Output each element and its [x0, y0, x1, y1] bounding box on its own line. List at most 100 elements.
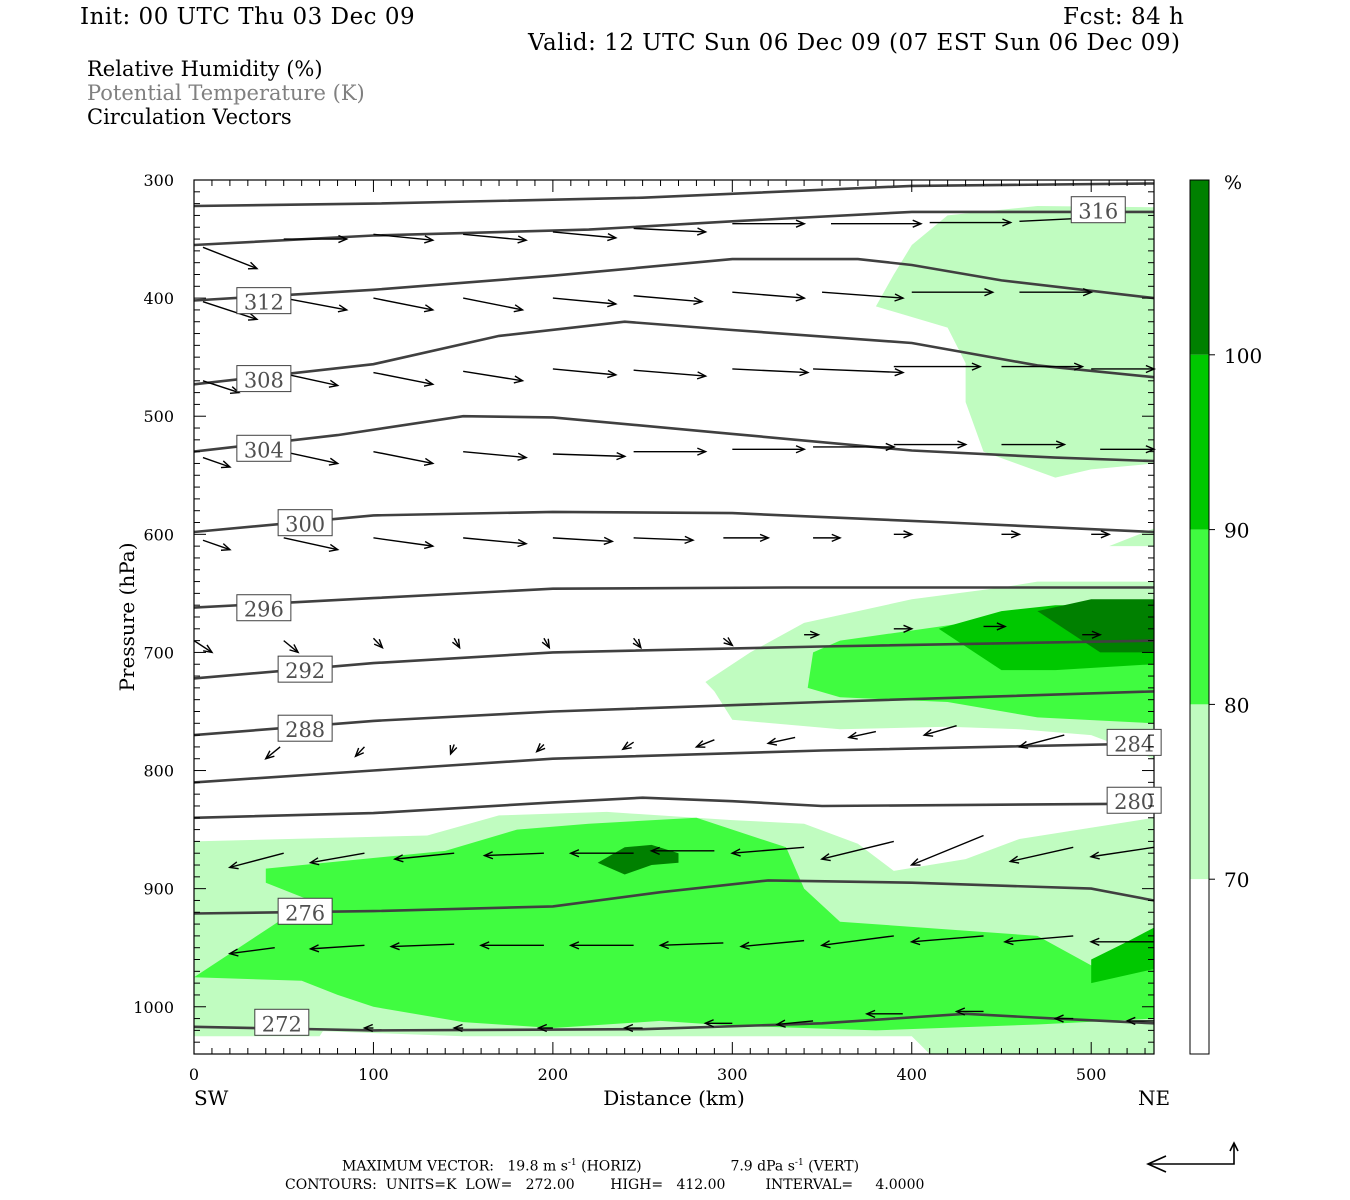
theta-contour-312	[193, 257, 1155, 302]
circulation-vector	[283, 373, 340, 388]
theta-label-box-300	[277, 509, 333, 537]
theta-contour-0	[193, 182, 1155, 208]
circulation-vector	[847, 730, 877, 740]
circulation-vector	[909, 935, 984, 946]
x-tick-label: 400	[896, 1065, 927, 1084]
circulation-vector	[552, 231, 618, 242]
circulation-vector	[463, 233, 528, 244]
circulation-vector	[552, 536, 615, 546]
x-end-label-left: SW	[194, 1086, 229, 1110]
theta-contour-300	[193, 510, 1155, 534]
circulation-vector	[354, 746, 365, 758]
circulation-vector	[658, 940, 724, 950]
theta-contour-308	[193, 320, 1155, 386]
theta-label-300: 300	[285, 513, 325, 537]
circulation-vector	[463, 537, 528, 548]
x-axis-title: Distance (km)	[603, 1086, 745, 1110]
theta-label-box-304	[236, 434, 292, 462]
theta-label-272: 272	[262, 1012, 302, 1036]
rh-shading	[194, 206, 1154, 1054]
theta-contour-284	[193, 742, 1155, 784]
x-end-label-right: NE	[1138, 1086, 1170, 1110]
rh-region-100-8	[1037, 599, 1154, 653]
theta-label-box-280	[1106, 786, 1162, 814]
colorbar-level-80: 80	[1224, 693, 1249, 717]
circulation-vector	[983, 622, 1007, 631]
circulation-vector	[1082, 630, 1103, 639]
circulation-vector	[1019, 288, 1094, 297]
rh-region-70-1	[875, 206, 1154, 478]
colorbar-frame	[1189, 179, 1210, 1055]
circulation-vector	[1001, 530, 1022, 539]
circulation-vector	[633, 369, 708, 380]
circulation-vector	[283, 450, 340, 466]
circulation-vector	[463, 297, 525, 313]
y-tick-label: 800	[143, 762, 174, 781]
x-tick-label: 500	[1076, 1065, 1107, 1084]
valid-time: Valid: 12 UTC Sun 06 Dec 09 (07 EST Sun …	[528, 30, 1181, 56]
circulation-vector	[452, 637, 461, 650]
circulation-vector	[227, 947, 275, 957]
theta-label-276: 276	[285, 901, 325, 925]
axes: 0 100 200 300 400 500 300 400 500 600 700 800 900 100…	[133, 171, 1154, 1084]
theta-label-box-312	[236, 287, 292, 315]
circulation-vector	[633, 295, 704, 306]
colorbar-segment	[1190, 529, 1209, 705]
circulation-vector	[283, 234, 349, 244]
circulation-vector	[775, 1019, 814, 1028]
circulation-vector	[227, 852, 284, 870]
circulation-vector	[820, 935, 894, 949]
circulation-vector	[283, 297, 349, 313]
circulation-vector	[535, 743, 546, 753]
circulation-vector	[820, 840, 894, 862]
theta-contour-280	[193, 796, 1155, 820]
theta-label-box-316	[1070, 196, 1126, 224]
circulation-vector	[308, 944, 365, 953]
y-tick-label: 1000	[133, 998, 174, 1017]
theta-label-284: 284	[1114, 732, 1154, 756]
circulation-vector	[766, 736, 796, 746]
circulation-vector	[632, 637, 642, 650]
circulation-vector	[283, 640, 300, 654]
circulation-vector	[1003, 935, 1074, 946]
colorbar-segment	[1190, 704, 1209, 880]
circulation-vector	[1001, 440, 1067, 449]
circulation-vector	[392, 852, 455, 863]
circulation-vector	[1089, 937, 1154, 946]
colorbar-segment	[1190, 180, 1209, 355]
circulation-vector	[536, 1023, 553, 1033]
theta-contour-labels: 316 312 308 304 300 296 292 288 284 280 276 272	[236, 196, 1162, 1036]
theta-contour-304	[193, 414, 1155, 463]
circulation-vector	[541, 637, 551, 650]
circulation-vector	[552, 451, 627, 461]
circulation-vector	[1053, 1014, 1074, 1023]
circulation-vector	[722, 637, 734, 647]
circulation-vector	[813, 368, 905, 377]
circulation-vector	[730, 846, 805, 857]
circulation-vector	[373, 450, 435, 466]
theta-contour-276	[193, 879, 1155, 915]
circulation-vector	[893, 362, 983, 371]
circulation-vector	[482, 851, 544, 860]
circulation-vector	[552, 368, 618, 379]
circulation-vector	[633, 227, 708, 236]
field-theta-label: Potential Temperature (K)	[87, 81, 365, 105]
y-tick-label: 300	[143, 171, 174, 190]
circulation-vector	[479, 941, 544, 950]
theta-label-316: 316	[1078, 200, 1118, 224]
circulation-vector	[732, 291, 807, 302]
theta-label-box-276	[277, 897, 333, 925]
circulation-vector	[703, 1019, 733, 1028]
circulation-vector	[202, 246, 259, 270]
theta-label-box-308	[236, 365, 292, 393]
circulation-vector	[1125, 1016, 1154, 1026]
circulation-vector	[893, 624, 914, 633]
circulation-vector	[1008, 846, 1074, 864]
circulation-vector	[732, 219, 807, 228]
x-tick-label: 200	[538, 1065, 569, 1084]
init-time: Init: 00 UTC Thu 03 Dec 09	[80, 4, 416, 30]
circulation-vector	[463, 450, 528, 461]
circulation-vector	[911, 288, 995, 297]
circulation-vector	[893, 530, 914, 539]
